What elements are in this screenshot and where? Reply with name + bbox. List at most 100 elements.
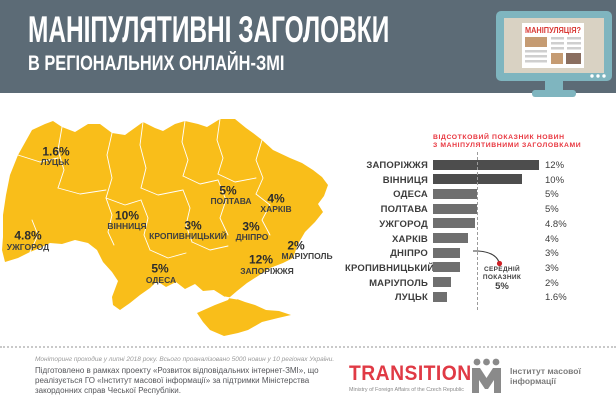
chart-category-label: ОДЕСА: [393, 189, 428, 201]
average-label-line2: ПОКАЗНИК: [482, 273, 522, 281]
map-city-харків: ХАРКІВ: [260, 204, 291, 214]
chart-bar: [433, 218, 476, 229]
map-value-вінниця: 10%: [114, 208, 140, 223]
chart-title-line2: З МАНІПУЛЯТИВНИМИ ЗАГОЛОВКАМИ: [433, 142, 582, 149]
footer-note: Моніторинг проходив у липні 2018 року. В…: [35, 356, 335, 363]
map-value-луцьк-text: 1.6%: [42, 144, 70, 159]
map-city-луцьк: ЛУЦЬК: [41, 157, 70, 167]
map-value-харків-text: 4%: [267, 191, 285, 206]
chart-value-label: 2%: [545, 277, 559, 289]
bar-chart: ЗАПОРІЖЖЯ 12% ВІННИЦЯ 10% ОДЕСА 5% ПОЛТАВА 5% УЖ…: [345, 159, 585, 307]
chart-bar: [433, 262, 460, 273]
chart-bar: [433, 188, 478, 199]
chart-value-label: 4.8%: [545, 218, 567, 230]
map-city-вінниця-text: ВІННИЦЯ: [107, 221, 147, 231]
map-city-маріуполь-text: МАРІУПОЛЬ: [281, 251, 333, 261]
map-value-харків: 4%: [267, 191, 285, 206]
map-city-луцьк-text: ЛУЦЬК: [40, 157, 70, 167]
chart-category-label: ДНІПРО: [390, 248, 428, 260]
ukraine-map: [2, 118, 328, 336]
average-label-line1: СЕРЕДНІЙ: [484, 266, 520, 273]
chart-category-label: ЛУЦЬК: [394, 292, 428, 304]
map-city-полтава-text: ПОЛТАВА: [210, 196, 252, 206]
map-city-запоріжжя-text: ЗАПОРІЖЖЯ: [240, 266, 294, 276]
map-value-ужгород-text: 4.8%: [14, 228, 42, 243]
imi-name-line1: Інститут масової: [510, 365, 581, 376]
map-value-маріуполь: 2%: [287, 238, 305, 253]
map-city-кропивницький: КРОПИВНИЦЬКИЙ: [149, 231, 227, 241]
chart-bar: [433, 233, 469, 243]
page-title: МАНІПУЛЯТИВНІ ЗАГОЛОВКИ: [28, 9, 390, 50]
chart-category-label: МАРІУПОЛЬ: [369, 277, 428, 289]
map-value-одеса: 5%: [151, 261, 169, 276]
monitor-headline-text: МАНІПУЛЯЦІЯ?: [525, 26, 581, 35]
chart-value-label: 3%: [545, 262, 559, 274]
map-city-харків-text: ХАРКІВ: [260, 204, 292, 214]
map-city-запоріжжя: ЗАПОРІЖЖЯ: [240, 266, 294, 276]
map-value-кропивницький-text: 3%: [184, 218, 202, 233]
monitor-icon: МАНІПУЛЯЦІЯ?: [496, 11, 612, 97]
map-value-дніпро: 3%: [242, 221, 259, 233]
imi-name-line2: інформації: [510, 375, 556, 386]
footer-divider: [0, 346, 616, 348]
map-value-кропивницький: 3%: [184, 218, 202, 233]
chart-value-label: 5%: [545, 189, 559, 201]
chart-row-луцьк: ЛУЦЬК 1.6%: [345, 291, 585, 306]
average-dot: [496, 260, 503, 267]
chart-bar: [433, 159, 540, 170]
transition-ministry-text: Ministry of Foreign Affairs of the Czech…: [349, 387, 464, 393]
map-value-луцьк: 1.6%: [42, 144, 70, 159]
chart-category-label: ЗАПОРІЖЖЯ: [366, 160, 428, 171]
imi-logo-block: Інститут масової інформації: [470, 358, 581, 393]
header-banner: МАНІПУЛЯТИВНІ ЗАГОЛОВКИ В РЕГІОНАЛЬНИХ О…: [0, 0, 616, 97]
chart-row-маріуполь: МАРІУПОЛЬ 2%: [345, 277, 585, 292]
map-value-одеса-text: 5%: [151, 261, 169, 276]
map-value-маріуполь-text: 2%: [287, 238, 305, 253]
transition-logo: TRANSITION: [349, 362, 472, 385]
chart-bar: [433, 277, 451, 288]
chart-row-ужгород: УЖГОРОД 4.8%: [345, 218, 585, 233]
chart-row-запоріжжя: ЗАПОРІЖЖЯ 12%: [345, 159, 585, 174]
page-subtitle: В РЕГІОНАЛЬНИХ ОНЛАЙН-ЗМІ: [28, 52, 285, 75]
imi-name: Інститут масової інформації: [510, 366, 581, 386]
map-city-кропивницький-text: КРОПИВНИЦЬКИЙ: [149, 231, 227, 241]
chart-category-label: ХАРКІВ: [391, 233, 428, 245]
chart-title: ВІДСОТКОВИЙ ПОКАЗНИК НОВИН З МАНІПУЛЯТИВ…: [433, 134, 581, 150]
map-city-дніпро-text: ДНІПРО: [235, 232, 269, 242]
map-city-одеса-text: ОДЕСА: [145, 275, 177, 285]
map-city-маріуполь: МАРІУПОЛЬ: [281, 251, 332, 261]
chart-row-вінниця: ВІННИЦЯ 10%: [345, 174, 585, 189]
map-value-полтава: 5%: [219, 185, 236, 197]
chart-title-line1: ВІДСОТКОВИЙ ПОКАЗНИК НОВИН: [433, 134, 565, 141]
imi-logo-icon: [472, 358, 501, 393]
chart-row-дніпро: ДНІПРО 3%: [345, 247, 585, 262]
chart-category-label: КРОПИВНИЦЬКИЙ: [345, 262, 435, 274]
chart-category-label: УЖГОРОД: [379, 218, 428, 230]
chart-value-label: 4%: [545, 233, 559, 245]
map-city-вінниця: ВІННИЦЯ: [107, 221, 146, 231]
map-city-дніпро: ДНІПРО: [236, 232, 269, 242]
chart-bar: [433, 291, 448, 302]
chart-row-кропивницький: КРОПИВНИЦЬКИЙ 3%: [345, 262, 585, 277]
map-value-вінниця-text: 10%: [114, 208, 140, 223]
chart-value-label: 3%: [545, 248, 559, 260]
average-dashed-line: [477, 152, 478, 310]
average-label: СЕРЕДНІЙ ПОКАЗНИК 5%: [477, 266, 527, 292]
map-value-ужгород: 4.8%: [14, 228, 42, 243]
chart-value-label: 12%: [545, 160, 565, 171]
transition-logo-block: TRANSITION Ministry of Foreign Affairs o…: [349, 362, 472, 393]
map-city-ужгород: УЖГОРОД: [7, 242, 49, 252]
chart-category-label: ВІННИЦЯ: [382, 174, 428, 186]
oblast-borders: [17, 118, 271, 300]
chart-row-одеса: ОДЕСА 5%: [345, 188, 585, 203]
average-value: 5%: [495, 281, 509, 292]
chart-value-label: 5%: [545, 204, 559, 216]
chart-category-label: ПОЛТАВА: [380, 204, 428, 216]
chart-value-label: 10%: [545, 174, 565, 186]
chart-row-полтава: ПОЛТАВА 5%: [345, 203, 585, 218]
chart-value-label: 1.6%: [545, 292, 567, 304]
map-city-ужгород-text: УЖГОРОД: [6, 242, 50, 252]
ukraine-map-shape: [2, 119, 328, 336]
map-city-полтава: ПОЛТАВА: [210, 196, 251, 206]
